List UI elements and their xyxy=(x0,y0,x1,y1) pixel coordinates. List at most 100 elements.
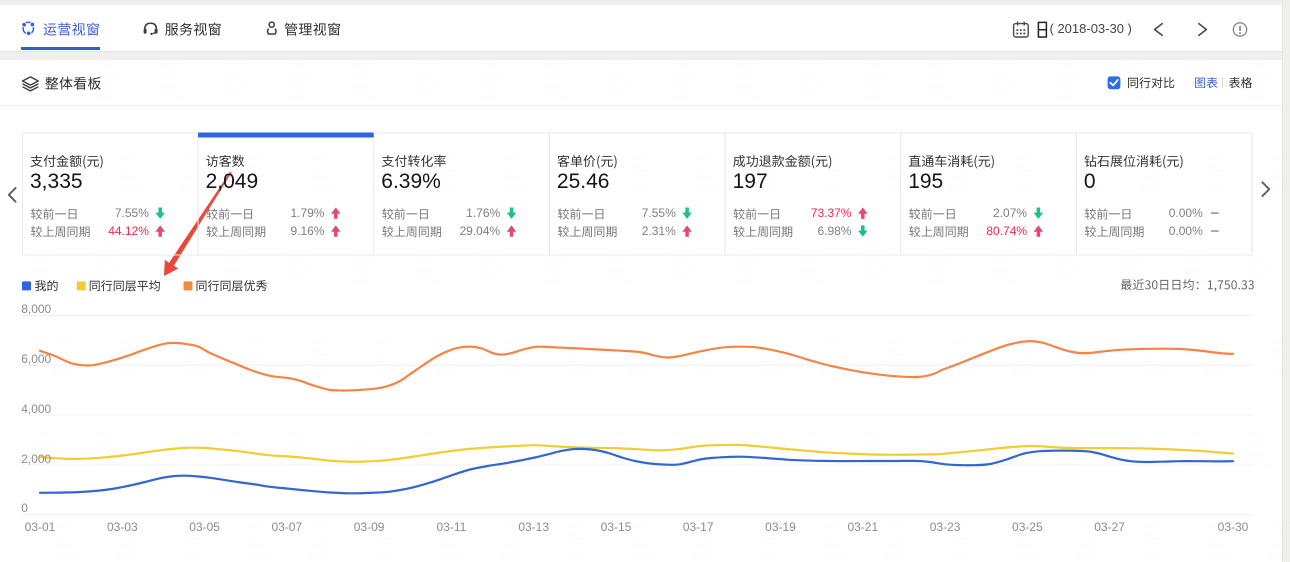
svg-text:1600: 1600 xyxy=(1246,92,1265,102)
svg-text:4J27: 4J27 xyxy=(1268,552,1287,562)
svg-text:C37D9: C37D9 xyxy=(116,184,143,194)
svg-text:1600: 1600 xyxy=(116,368,135,378)
svg-text:C37D9: C37D9 xyxy=(1140,368,1167,378)
svg-text:LKLZ7: LKLZ7 xyxy=(350,60,375,70)
svg-text:1600: 1600 xyxy=(286,92,305,102)
svg-text:4J27: 4J27 xyxy=(52,368,71,378)
svg-text:4J27: 4J27 xyxy=(180,541,199,551)
svg-text:LKLZ7: LKLZ7 xyxy=(606,81,631,91)
svg-text:4J27: 4J27 xyxy=(116,163,135,173)
svg-text:1600: 1600 xyxy=(756,552,775,562)
svg-text:LKLZ7: LKLZ7 xyxy=(670,428,695,438)
svg-text:05700: 05700 xyxy=(478,244,502,254)
svg-text:C37D9: C37D9 xyxy=(820,552,847,562)
svg-text:1600: 1600 xyxy=(30,265,49,275)
svg-text:7LJX: 7LJX xyxy=(884,531,904,541)
svg-text:4J27: 4J27 xyxy=(1118,71,1137,81)
svg-text:1600: 1600 xyxy=(52,541,71,551)
svg-text:LKLZ7: LKLZ7 xyxy=(884,152,909,162)
svg-text:05700: 05700 xyxy=(926,428,950,438)
svg-text:LKLZ7: LKLZ7 xyxy=(862,71,887,81)
svg-text:05700: 05700 xyxy=(884,520,908,530)
svg-text:LKLZ7: LKLZ7 xyxy=(1246,428,1271,438)
svg-text:4J27: 4J27 xyxy=(286,81,305,91)
svg-text:4J27: 4J27 xyxy=(1268,357,1287,367)
svg-text:LKLZ7: LKLZ7 xyxy=(286,71,311,81)
svg-text:4J27: 4J27 xyxy=(30,255,49,265)
svg-text:LKLZ7: LKLZ7 xyxy=(734,255,759,265)
svg-text:7LJX: 7LJX xyxy=(350,244,370,254)
svg-text:7LJX: 7LJX xyxy=(414,71,434,81)
svg-text:1600: 1600 xyxy=(1268,368,1287,378)
svg-text:05700: 05700 xyxy=(1182,60,1206,70)
svg-text:1600: 1600 xyxy=(1012,184,1031,194)
svg-text:LKLZ7: LKLZ7 xyxy=(820,520,845,530)
svg-text:4J27: 4J27 xyxy=(350,265,369,275)
svg-text:7LJX: 7LJX xyxy=(606,71,626,81)
svg-text:7LJX: 7LJX xyxy=(1182,71,1202,81)
svg-text:7LJX: 7LJX xyxy=(990,71,1010,81)
svg-text:C37D9: C37D9 xyxy=(158,92,185,102)
svg-text:7LJX: 7LJX xyxy=(1268,531,1288,541)
svg-text:4J27: 4J27 xyxy=(1182,255,1201,265)
svg-text:7LJX: 7LJX xyxy=(564,520,584,530)
svg-text:LKLZ7: LKLZ7 xyxy=(1076,541,1101,551)
svg-text:7LJX: 7LJX xyxy=(1012,347,1032,357)
svg-text:LKLZ7: LKLZ7 xyxy=(1268,152,1290,162)
svg-text:C37D9: C37D9 xyxy=(244,552,271,562)
svg-text:LKLZ7: LKLZ7 xyxy=(734,60,759,70)
svg-text:C37D9: C37D9 xyxy=(372,368,399,378)
svg-text:1600: 1600 xyxy=(1140,552,1159,562)
svg-text:7LJX: 7LJX xyxy=(1118,244,1138,254)
svg-text:7LJX: 7LJX xyxy=(1140,520,1160,530)
svg-text:7LJX: 7LJX xyxy=(350,439,370,449)
svg-text:05700: 05700 xyxy=(1268,520,1290,530)
svg-text:7LJX: 7LJX xyxy=(94,60,114,70)
svg-text:LKLZ7: LKLZ7 xyxy=(542,60,567,70)
svg-text:LKLZ7: LKLZ7 xyxy=(414,244,439,254)
svg-text:7LJX: 7LJX xyxy=(628,152,648,162)
svg-text:1600: 1600 xyxy=(820,184,839,194)
svg-text:LKLZ7: LKLZ7 xyxy=(862,265,887,275)
svg-text:05700: 05700 xyxy=(52,336,76,346)
svg-text:LKLZ7: LKLZ7 xyxy=(116,152,141,162)
svg-text:7LJX: 7LJX xyxy=(180,163,200,173)
svg-text:1600: 1600 xyxy=(692,368,711,378)
svg-text:LKLZ7: LKLZ7 xyxy=(756,336,781,346)
svg-text:7LJX: 7LJX xyxy=(862,255,882,265)
svg-text:LKLZ7: LKLZ7 xyxy=(308,152,333,162)
svg-text:7LJX: 7LJX xyxy=(798,428,818,438)
svg-text:LKLZ7: LKLZ7 xyxy=(478,71,503,81)
svg-text:LKLZ7: LKLZ7 xyxy=(286,428,311,438)
svg-text:LKLZ7: LKLZ7 xyxy=(1268,347,1290,357)
svg-text:7LJX: 7LJX xyxy=(1246,60,1266,70)
svg-text:4J27: 4J27 xyxy=(286,439,305,449)
svg-text:4J27: 4J27 xyxy=(692,163,711,173)
svg-text:4J27: 4J27 xyxy=(884,552,903,562)
svg-text:C37D9: C37D9 xyxy=(1012,552,1039,562)
svg-text:LKLZ7: LKLZ7 xyxy=(94,428,119,438)
svg-text:7LJX: 7LJX xyxy=(990,428,1010,438)
svg-text:LKLZ7: LKLZ7 xyxy=(948,336,973,346)
svg-text:4J27: 4J27 xyxy=(948,347,967,357)
svg-text:4J27: 4J27 xyxy=(158,71,177,81)
svg-text:LKLZ7: LKLZ7 xyxy=(1182,244,1207,254)
svg-text:LKLZ7: LKLZ7 xyxy=(884,347,909,357)
svg-text:7LJX: 7LJX xyxy=(1076,336,1096,346)
svg-text:1600: 1600 xyxy=(564,552,583,562)
svg-text:C37D9: C37D9 xyxy=(180,368,207,378)
svg-text:LKLZ7: LKLZ7 xyxy=(820,163,845,173)
svg-text:C37D9: C37D9 xyxy=(1182,276,1209,286)
svg-text:1600: 1600 xyxy=(1054,92,1073,102)
svg-text:1600: 1600 xyxy=(350,81,369,91)
svg-text:7LJX: 7LJX xyxy=(1246,255,1266,265)
svg-text:LKLZ7: LKLZ7 xyxy=(222,81,247,91)
svg-text:LKLZ7: LKLZ7 xyxy=(948,173,973,183)
svg-text:1600: 1600 xyxy=(244,541,263,551)
svg-text:7LJX: 7LJX xyxy=(244,347,264,357)
svg-text:05700: 05700 xyxy=(158,428,182,438)
svg-text:05700: 05700 xyxy=(606,60,630,70)
svg-text:1600: 1600 xyxy=(116,173,135,183)
svg-text:05700: 05700 xyxy=(798,60,822,70)
svg-text:C37D9: C37D9 xyxy=(414,276,441,286)
